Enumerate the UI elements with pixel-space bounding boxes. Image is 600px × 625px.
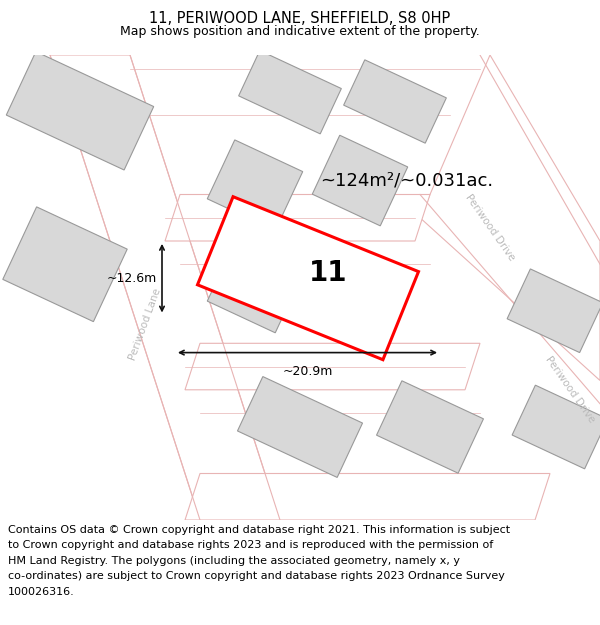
Polygon shape	[185, 474, 550, 520]
Polygon shape	[185, 343, 480, 390]
Text: to Crown copyright and database rights 2023 and is reproduced with the permissio: to Crown copyright and database rights 2…	[8, 541, 493, 551]
Polygon shape	[3, 207, 127, 322]
Text: Contains OS data © Crown copyright and database right 2021. This information is : Contains OS data © Crown copyright and d…	[8, 525, 510, 535]
Polygon shape	[207, 242, 303, 332]
Polygon shape	[507, 269, 600, 352]
Polygon shape	[512, 385, 600, 469]
Text: Periwood Drive: Periwood Drive	[544, 355, 596, 425]
Polygon shape	[312, 135, 408, 226]
Polygon shape	[377, 381, 484, 473]
Text: HM Land Registry. The polygons (including the associated geometry, namely x, y: HM Land Registry. The polygons (includin…	[8, 556, 460, 566]
Text: 11, PERIWOOD LANE, SHEFFIELD, S8 0HP: 11, PERIWOOD LANE, SHEFFIELD, S8 0HP	[149, 11, 451, 26]
Polygon shape	[197, 197, 419, 360]
Polygon shape	[312, 242, 408, 332]
Polygon shape	[165, 194, 430, 241]
Text: 100026316.: 100026316.	[8, 587, 75, 597]
Polygon shape	[239, 51, 341, 134]
Polygon shape	[6, 52, 154, 170]
Polygon shape	[420, 55, 600, 381]
Text: Map shows position and indicative extent of the property.: Map shows position and indicative extent…	[120, 26, 480, 39]
Polygon shape	[238, 377, 362, 478]
Text: 11: 11	[309, 259, 347, 288]
Text: ~20.9m: ~20.9m	[283, 364, 332, 378]
Text: Periwood Drive: Periwood Drive	[463, 192, 517, 262]
Text: ~12.6m: ~12.6m	[107, 272, 157, 285]
Text: ~124m²/~0.031ac.: ~124m²/~0.031ac.	[320, 171, 493, 189]
Polygon shape	[344, 60, 446, 143]
Polygon shape	[50, 55, 280, 520]
Text: Periwood Lane: Periwood Lane	[127, 288, 163, 362]
Text: co-ordinates) are subject to Crown copyright and database rights 2023 Ordnance S: co-ordinates) are subject to Crown copyr…	[8, 571, 505, 581]
Polygon shape	[207, 140, 303, 231]
